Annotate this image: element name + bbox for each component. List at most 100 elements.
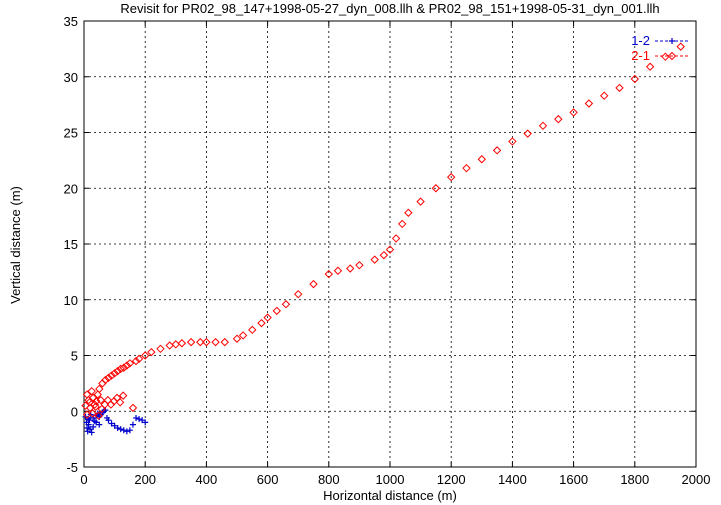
legend-label-1-2: 1-2: [631, 33, 650, 48]
data-point: [103, 395, 113, 405]
data-point: [404, 208, 413, 217]
data-point: [86, 417, 93, 424]
data-point: [186, 337, 196, 347]
series-1-2: [82, 407, 149, 436]
data-point: [90, 423, 97, 430]
y-tick-label: 15: [64, 237, 78, 252]
data-point: [177, 339, 187, 348]
data-point: [91, 402, 100, 411]
data-point: [492, 146, 502, 155]
data-point: [94, 411, 103, 420]
data-point: [105, 417, 112, 424]
data-point: [120, 427, 127, 434]
data-point: [114, 424, 121, 431]
legend: 1-22-1: [631, 33, 688, 63]
y-tick-label: 35: [64, 14, 78, 29]
legend-label-2-1: 2-1: [631, 48, 650, 63]
data-point: [142, 419, 149, 426]
data-point: [93, 419, 100, 426]
data-point: [116, 364, 125, 374]
x-tick-label: 600: [257, 472, 279, 487]
grid: [84, 21, 696, 467]
y-tick-label: 25: [64, 126, 78, 141]
data-point: [508, 137, 517, 146]
chart-title: Revisit for PR02_98_147+1998-05-27_dyn_0…: [120, 1, 659, 16]
data-point: [139, 417, 146, 424]
data-point: [370, 255, 379, 264]
data-point: [113, 366, 122, 376]
data-point: [462, 163, 471, 173]
data-point: [96, 421, 103, 428]
data-point: [391, 234, 401, 243]
data-point: [538, 121, 548, 131]
x-tick-label: 200: [134, 472, 156, 487]
x-tick-label: 2000: [682, 472, 711, 487]
data-point: [569, 108, 578, 117]
data-point: [117, 426, 124, 433]
data-point: [661, 52, 670, 61]
data-point: [88, 409, 97, 418]
data-point: [446, 172, 456, 182]
data-point: [115, 398, 125, 407]
data-point: [281, 300, 291, 309]
data-point: [87, 386, 96, 396]
data-point: [156, 344, 165, 354]
data-point: [111, 422, 118, 429]
data-point: [263, 313, 272, 322]
data-point: [232, 334, 242, 343]
data-point: [431, 184, 441, 193]
x-tick-label: 1200: [437, 472, 466, 487]
data-point: [669, 38, 675, 44]
data-point: [554, 114, 563, 124]
data-point: [398, 219, 407, 229]
data-point: [122, 361, 132, 370]
data-point: [101, 375, 110, 385]
data-point: [379, 250, 389, 260]
data-point: [140, 351, 150, 360]
data-point: [85, 398, 94, 407]
data-point: [324, 269, 334, 279]
data-point: [248, 325, 257, 335]
x-tick-label: 400: [196, 472, 218, 487]
data-point: [676, 42, 685, 51]
data-point: [165, 341, 174, 350]
y-tick-label: 30: [64, 70, 78, 85]
data-point: [416, 197, 425, 206]
data-point: [667, 51, 677, 61]
data-point: [615, 83, 624, 93]
y-tick-label: 5: [71, 349, 78, 364]
data-point: [584, 99, 594, 108]
x-tick-label: 1600: [559, 472, 588, 487]
data-point: [125, 359, 135, 368]
data-point: [93, 390, 102, 399]
data-point: [133, 414, 140, 421]
y-tick-label: -5: [66, 460, 78, 475]
data-point: [355, 260, 364, 270]
data-point: [333, 266, 343, 275]
data-point: [92, 397, 101, 406]
data-point: [110, 369, 119, 378]
x-axis-title: Horizontal distance (m): [323, 488, 457, 503]
data-point: [128, 403, 138, 413]
data-point: [134, 354, 144, 364]
data-point: [129, 421, 136, 428]
data-point: [108, 420, 115, 427]
data-point: [645, 62, 655, 71]
data-point: [211, 337, 220, 347]
data-point: [84, 424, 91, 431]
data-point: [309, 279, 318, 289]
x-tick-label: 1400: [498, 472, 527, 487]
data-point: [88, 429, 95, 436]
data-point: [119, 363, 128, 372]
data-point: [196, 337, 205, 347]
x-tick-label: 1000: [376, 472, 405, 487]
data-point: [599, 91, 609, 100]
data-points: [81, 42, 685, 436]
data-point: [220, 337, 229, 347]
data-point: [107, 371, 116, 380]
data-point: [385, 245, 395, 254]
data-point: [293, 289, 303, 299]
data-point: [272, 306, 281, 316]
data-point: [123, 428, 130, 435]
